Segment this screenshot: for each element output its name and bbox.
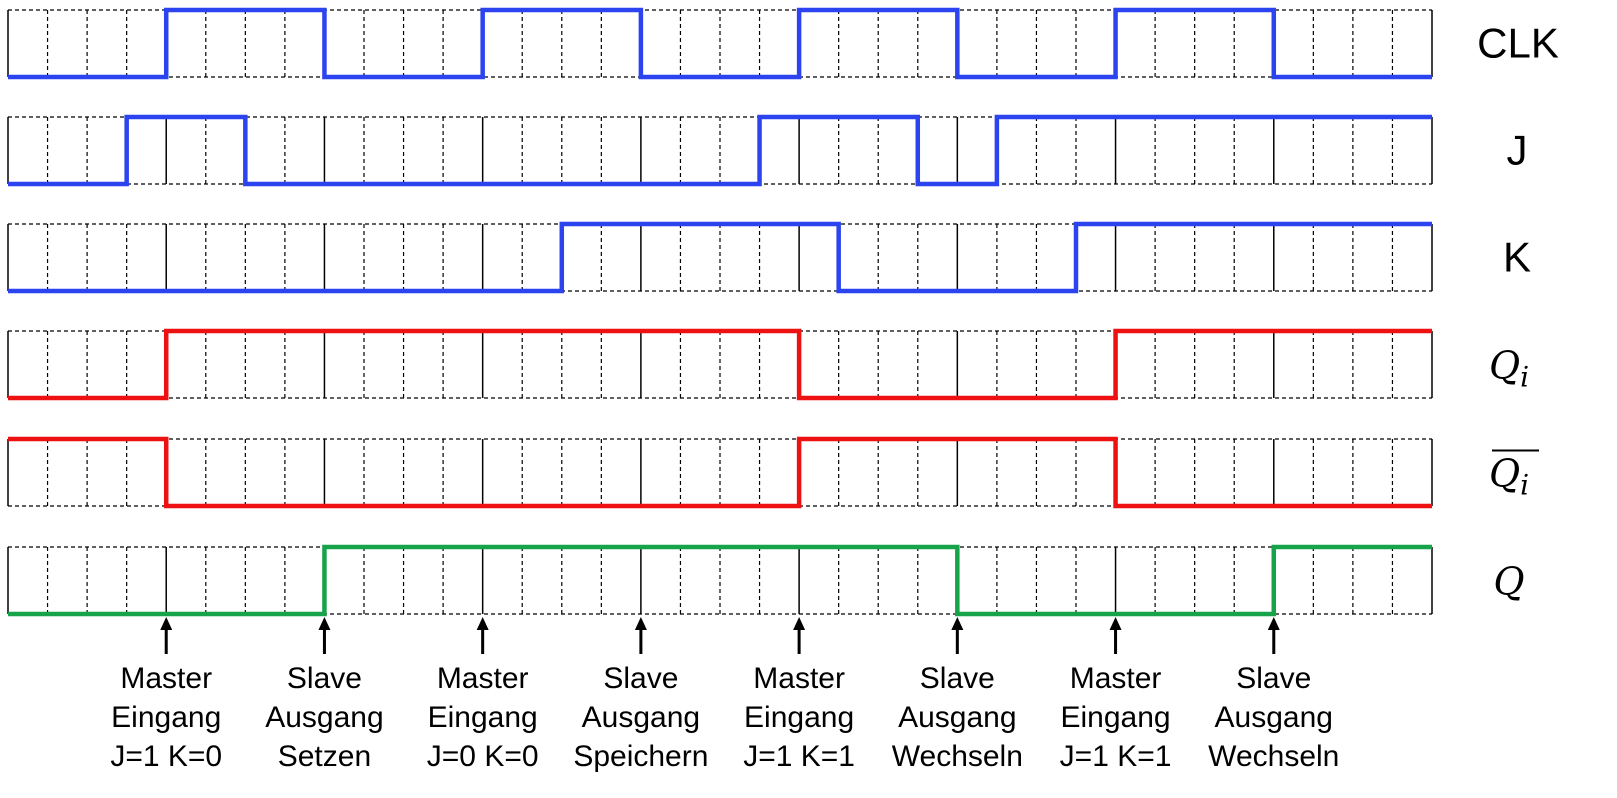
signal-label-k: K: [1503, 234, 1531, 281]
annotation-3-line-1: Ausgang: [582, 701, 700, 734]
annotation-0-line-1: Eingang: [111, 701, 221, 734]
grid-qi-bar: [7, 438, 1433, 507]
annotation-6-line-1: Eingang: [1061, 701, 1171, 734]
signal-labels: CLK J K Qi Qi Q: [1477, 20, 1559, 604]
annotation-5-line-2: Wechseln: [892, 740, 1023, 773]
waveform-q: [8, 544, 1432, 617]
arrow-head-icon: [634, 617, 647, 630]
grid-qi: [7, 330, 1433, 399]
waveform-j: [8, 114, 1432, 187]
signal-label-qi-bar: Qi: [1489, 452, 1529, 502]
annotation-1: Slave Ausgang Setzen: [265, 617, 384, 773]
annotation-2-line-0: Master: [437, 662, 529, 695]
signal-label-clk: CLK: [1477, 20, 1559, 67]
annotation-3: Slave Ausgang Speichern: [573, 617, 708, 773]
arrow-head-icon: [951, 617, 964, 630]
arrow-head-icon: [1109, 617, 1122, 630]
annotation-5: Slave Ausgang Wechseln: [892, 617, 1023, 773]
annotation-7-line-0: Slave: [1236, 662, 1311, 695]
annotation-4-line-2: J=1 K=1: [743, 740, 855, 773]
grid-clk: [7, 9, 1433, 78]
annotation-1-line-0: Slave: [287, 662, 362, 695]
annotation-0-line-0: Master: [120, 662, 212, 695]
annotation-3-line-0: Slave: [603, 662, 678, 695]
signal-label-qi: Qi: [1489, 344, 1529, 394]
arrow-head-icon: [160, 617, 173, 630]
grid-k: [7, 223, 1433, 292]
annotation-2-line-2: J=0 K=0: [427, 740, 539, 773]
grid-q: [7, 546, 1433, 615]
annotation-6-line-0: Master: [1070, 662, 1162, 695]
annotation-6-line-2: J=1 K=1: [1060, 740, 1172, 773]
grid-layer: [7, 9, 1433, 615]
signal-label-q: Q: [1493, 560, 1524, 604]
annotation-2: Master Eingang J=0 K=0: [427, 617, 539, 773]
annotation-6: Master Eingang J=1 K=1: [1060, 617, 1172, 773]
waveform-qi: [8, 328, 1432, 401]
annotation-0-line-2: J=1 K=0: [110, 740, 222, 773]
annotation-1-line-2: Setzen: [278, 740, 371, 773]
waveform-k: [8, 221, 1432, 294]
waveform-clk: [8, 7, 1432, 80]
arrow-head-icon: [1267, 617, 1280, 630]
waveform-qi-bar: [8, 436, 1432, 509]
signal-label-j: J: [1507, 127, 1528, 174]
annotation-7-line-2: Wechseln: [1208, 740, 1339, 773]
waveform-layer: [8, 7, 1432, 617]
arrow-head-icon: [476, 617, 489, 630]
annotation-4: Master Eingang J=1 K=1: [743, 617, 855, 773]
annotation-5-line-0: Slave: [920, 662, 995, 695]
annotations: Master Eingang J=1 K=0 Slave Ausgang Setzen Ma…: [110, 617, 1339, 773]
annotation-7-line-1: Ausgang: [1215, 701, 1333, 734]
annotation-1-line-1: Ausgang: [265, 701, 383, 734]
annotation-4-line-0: Master: [753, 662, 845, 695]
annotation-4-line-1: Eingang: [744, 701, 854, 734]
arrow-head-icon: [318, 617, 331, 630]
annotation-5-line-1: Ausgang: [898, 701, 1016, 734]
arrow-head-icon: [793, 617, 806, 630]
annotation-3-line-2: Speichern: [573, 740, 708, 773]
grid-j: [7, 116, 1433, 185]
annotation-0: Master Eingang J=1 K=0: [110, 617, 222, 773]
annotation-7: Slave Ausgang Wechseln: [1208, 617, 1339, 773]
annotation-2-line-1: Eingang: [428, 701, 538, 734]
